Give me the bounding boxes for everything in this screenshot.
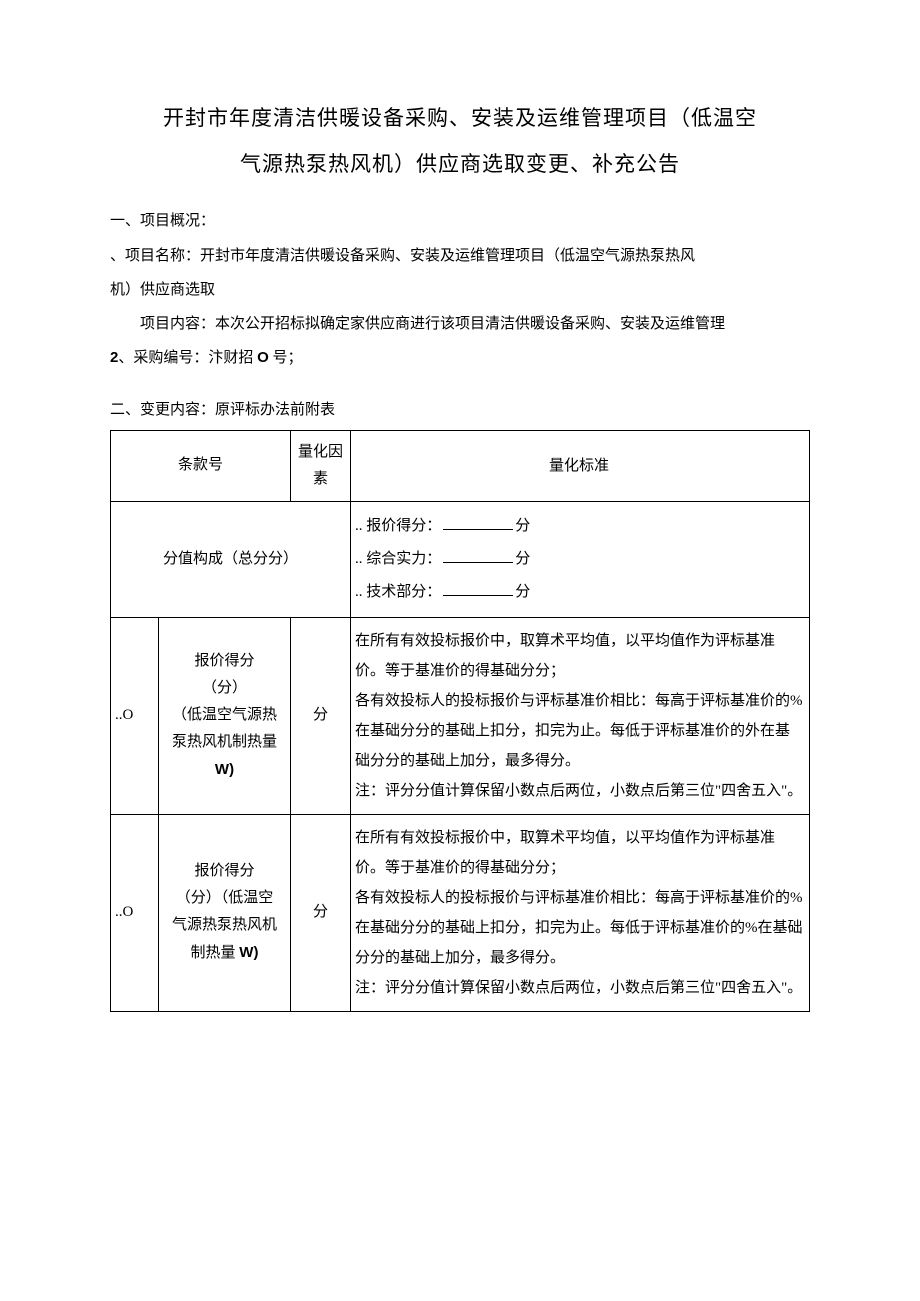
header-clause-number: 条款号 — [111, 430, 291, 501]
row2-col2-line1: 报价得分 — [194, 863, 254, 879]
score-line3-suffix: 分 — [515, 584, 530, 600]
row2-col1: ..O — [111, 814, 159, 1011]
row1-col2-line4: 泵热风机制热量 — [172, 734, 277, 750]
row1-col2-line3: （低温空气源热 — [172, 707, 277, 723]
score-composition-values: .. 报价得分： 分 .. 综合实力： 分 .. 技术部分： 分 — [351, 501, 810, 617]
row2-col2-line2: （分）（低温空 — [176, 890, 274, 906]
score-line-1: .. 报价得分： 分 — [355, 510, 803, 543]
blank-field — [443, 548, 513, 563]
item2-suffix: 号； — [269, 350, 303, 366]
table-score-row: 分值构成（总分分） .. 报价得分： 分 .. 综合实力： 分 .. 技术部分： 分 — [111, 501, 810, 617]
row2-col3: 分 — [291, 814, 351, 1011]
section2-heading: 二、变更内容：原评标办法前附表 — [110, 397, 810, 424]
score-line2-suffix: 分 — [515, 551, 530, 567]
row1-col2: 报价得分 （分） （低温空气源热 泵热风机制热量 W) — [159, 617, 291, 814]
document-title-line1: 开封市年度清洁供暖设备采购、安装及运维管理项目（低温空 — [110, 100, 810, 138]
row1-col2-line1: 报价得分 — [194, 653, 254, 669]
score-line1-suffix: 分 — [515, 518, 530, 534]
document-title-line2: 气源热泵热风机）供应商选取变更、补充公告 — [110, 146, 810, 184]
table-row-2: ..O 报价得分 （分）（低温空 气源热泵热风机 制热量 W) 分 在所有有效投… — [111, 814, 810, 1011]
blank-field — [443, 515, 513, 530]
project-name-line1: 、项目名称：开封市年度清洁供暖设备采购、安装及运维管理项目（低温空气源热泵热风 — [110, 241, 810, 271]
table-header-row: 条款号 量化因 素 量化标准 — [111, 430, 810, 501]
evaluation-table: 条款号 量化因 素 量化标准 分值构成（总分分） .. 报价得分： 分 .. 综合… — [110, 430, 810, 1012]
row2-col2-line3: 气源热泵热风机 — [172, 917, 277, 933]
score-line-2: .. 综合实力： 分 — [355, 543, 803, 576]
score-line2-prefix: .. 综合实力： — [355, 551, 441, 567]
score-line3-prefix: .. 技术部分： — [355, 584, 441, 600]
project-name-line2: 机）供应商选取 — [110, 275, 810, 305]
item2-bold: O — [257, 349, 269, 366]
project-content: 项目内容：本次公开招标拟确定家供应商进行该项目清洁供暖设备采购、安装及运维管理 — [110, 309, 810, 339]
row1-col3: 分 — [291, 617, 351, 814]
row2-col2-line4-text: 制热量 — [191, 945, 240, 961]
row1-col2-line5: W) — [215, 761, 234, 778]
score-line1-prefix: .. 报价得分： — [355, 518, 441, 534]
row2-col2: 报价得分 （分）（低温空 气源热泵热风机 制热量 W) — [159, 814, 291, 1011]
blank-field — [443, 581, 513, 596]
row1-col4: 在所有有效投标报价中，取算术平均值，以平均值作为评标基准价。等于基准价的得基础分… — [351, 617, 810, 814]
row2-col4: 在所有有效投标报价中，取算术平均值，以平均值作为评标基准价。等于基准价的得基础分… — [351, 814, 810, 1011]
item2-line: 2、采购编号：汴财招 O 号； — [110, 343, 810, 373]
header-standard: 量化标准 — [351, 430, 810, 501]
score-line-3: .. 技术部分： 分 — [355, 576, 803, 609]
table-row-1: ..O 报价得分 （分） （低温空气源热 泵热风机制热量 W) 分 在所有有效投… — [111, 617, 810, 814]
header-factor-line1: 量化因 — [298, 444, 343, 460]
score-composition-label: 分值构成（总分分） — [111, 501, 351, 617]
header-factor-line2: 素 — [313, 471, 328, 487]
row1-col2-line2: （分） — [202, 680, 247, 696]
row1-col1: ..O — [111, 617, 159, 814]
section1-heading: 一、项目概况： — [110, 208, 810, 235]
row2-col2-line4-bold: W) — [239, 944, 258, 961]
item2-text: 、采购编号：汴财招 — [118, 350, 253, 366]
header-factor: 量化因 素 — [291, 430, 351, 501]
